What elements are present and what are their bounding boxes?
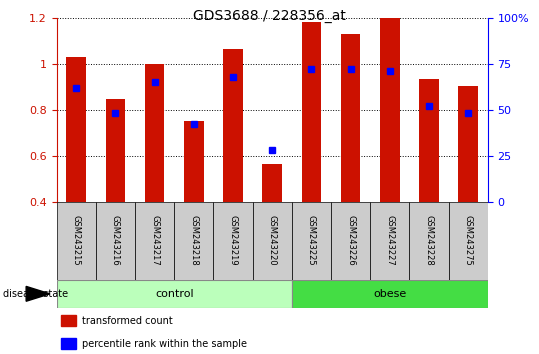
Text: control: control [155,289,194,299]
Text: GSM243227: GSM243227 [385,215,395,266]
Bar [106,99,125,202]
Polygon shape [26,286,50,301]
Bar [174,202,213,280]
Bar [61,315,76,326]
Bar [292,202,331,280]
Bar [223,49,243,202]
Text: obese: obese [373,289,406,299]
Bar [292,280,488,308]
Text: GSM243228: GSM243228 [425,215,433,266]
Bar [57,280,292,308]
Bar [341,34,361,202]
Text: GSM243275: GSM243275 [464,215,473,266]
Text: GSM243225: GSM243225 [307,215,316,266]
Bar [370,202,410,280]
Bar [419,79,439,202]
Bar [380,18,399,202]
Text: GSM243218: GSM243218 [189,215,198,266]
Bar [458,86,478,202]
Bar [410,202,448,280]
Bar [96,202,135,280]
Bar [448,202,488,280]
Bar [135,202,174,280]
Text: GSM243217: GSM243217 [150,215,159,266]
Bar [145,64,164,202]
Text: GSM243220: GSM243220 [268,215,277,266]
Bar [61,338,76,349]
Bar [253,202,292,280]
Text: GSM243216: GSM243216 [111,215,120,266]
Bar [262,164,282,202]
Text: GSM243215: GSM243215 [72,215,81,266]
Text: percentile rank within the sample: percentile rank within the sample [82,339,247,349]
Bar [184,121,204,202]
Text: GDS3688 / 228356_at: GDS3688 / 228356_at [193,9,346,23]
Bar [66,57,86,202]
Text: GSM243226: GSM243226 [346,215,355,266]
Text: transformed count: transformed count [82,316,173,326]
Text: disease state: disease state [3,289,68,299]
Text: GSM243219: GSM243219 [229,215,238,266]
Bar [331,202,370,280]
Bar [57,202,96,280]
Bar [302,22,321,202]
Bar [213,202,253,280]
